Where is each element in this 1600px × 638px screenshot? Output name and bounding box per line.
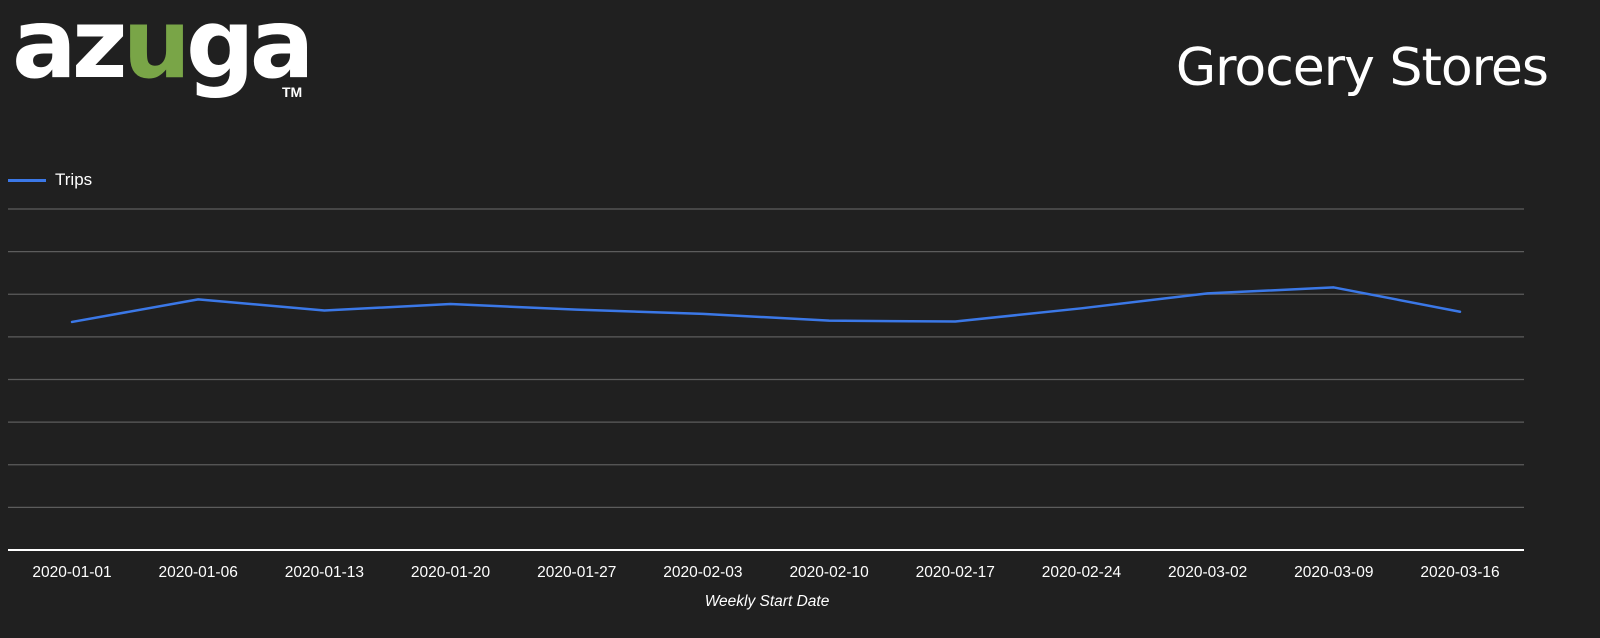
x-tick-label: 2020-03-09 xyxy=(1294,564,1373,581)
page-title: Grocery Stores xyxy=(1175,38,1549,98)
x-tick-label: 2020-03-16 xyxy=(1420,564,1499,581)
x-tick-label: 2020-01-13 xyxy=(285,564,364,581)
azuga-logo: azuga TM xyxy=(12,0,314,120)
legend-label-trips: Trips xyxy=(55,170,93,189)
x-tick-label: 2020-02-17 xyxy=(916,564,995,581)
x-tick-label: 2020-01-06 xyxy=(159,564,238,581)
logo-trademark: TM xyxy=(282,84,303,100)
x-tick-label: 2020-01-20 xyxy=(411,564,491,581)
x-tick-label: 2020-01-01 xyxy=(32,564,111,581)
logo-wordmark: azuga xyxy=(12,0,314,100)
x-tick-label: 2020-02-03 xyxy=(663,564,742,581)
x-tick-label: 2020-01-27 xyxy=(537,564,616,581)
x-tick-label: 2020-02-10 xyxy=(789,564,869,581)
legend-swatch-trips xyxy=(8,178,46,182)
x-tick-label: 2020-03-02 xyxy=(1168,564,1247,581)
x-tick-label: 2020-02-24 xyxy=(1042,564,1122,581)
x-axis-title: Weekly Start Date xyxy=(705,593,830,610)
chart-legend: Trips xyxy=(8,170,92,190)
series-line-trips xyxy=(70,286,1462,324)
